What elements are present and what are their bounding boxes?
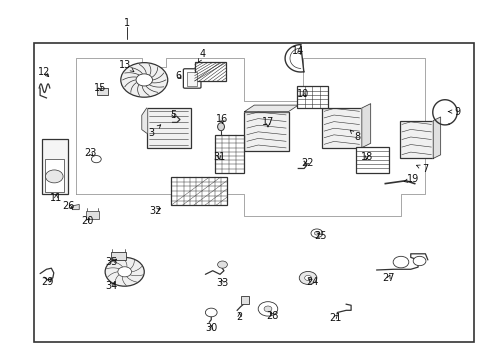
Bar: [34, 43, 473, 342]
Text: 26: 26: [62, 201, 75, 211]
Text: 9: 9: [447, 107, 459, 117]
Bar: [355, 147, 388, 173]
Bar: [97, 88, 107, 95]
Bar: [215, 135, 243, 173]
Circle shape: [310, 229, 322, 238]
Circle shape: [392, 256, 408, 268]
Text: 32: 32: [149, 206, 162, 216]
Bar: [85, 211, 99, 219]
Text: 18: 18: [360, 152, 372, 162]
Text: 5: 5: [170, 110, 176, 120]
Text: 11: 11: [50, 193, 62, 203]
Text: 16: 16: [216, 114, 228, 124]
Bar: [41, 139, 68, 194]
Text: 6: 6: [175, 71, 181, 81]
Text: 17: 17: [261, 117, 274, 127]
Text: 13: 13: [118, 60, 134, 72]
Text: 15: 15: [94, 83, 106, 93]
Polygon shape: [142, 108, 146, 133]
Text: 27: 27: [382, 273, 394, 283]
Text: 2: 2: [236, 312, 242, 322]
FancyBboxPatch shape: [183, 69, 201, 88]
Text: 7: 7: [416, 164, 427, 174]
Text: 10: 10: [296, 89, 309, 99]
Circle shape: [118, 267, 131, 277]
Text: 20: 20: [81, 216, 93, 226]
Ellipse shape: [217, 123, 224, 131]
Bar: [240, 296, 249, 304]
Circle shape: [45, 170, 63, 183]
Bar: [321, 108, 361, 148]
Text: 14: 14: [291, 46, 304, 56]
Circle shape: [412, 256, 425, 266]
Circle shape: [299, 271, 316, 284]
Circle shape: [314, 231, 319, 235]
Text: 19: 19: [403, 174, 419, 184]
Bar: [399, 121, 432, 158]
Circle shape: [217, 261, 227, 268]
Bar: [187, 72, 197, 86]
Text: 24: 24: [305, 276, 318, 287]
Bar: [244, 112, 288, 151]
Text: 33: 33: [216, 278, 228, 288]
Bar: [146, 108, 190, 148]
Text: 30: 30: [204, 323, 217, 333]
Text: 8: 8: [349, 130, 359, 142]
Circle shape: [304, 275, 311, 280]
Bar: [297, 86, 327, 108]
Text: 4: 4: [198, 49, 205, 62]
Bar: [111, 252, 126, 260]
Bar: [45, 159, 63, 192]
Text: 12: 12: [38, 67, 50, 77]
Polygon shape: [361, 104, 370, 148]
Text: 21: 21: [328, 312, 341, 323]
Text: 28: 28: [266, 311, 279, 321]
Text: 25: 25: [313, 231, 326, 241]
Circle shape: [205, 308, 217, 317]
Circle shape: [136, 74, 152, 86]
Text: 29: 29: [41, 276, 54, 287]
Bar: [171, 177, 227, 205]
Text: 35: 35: [105, 257, 118, 267]
Circle shape: [105, 257, 144, 286]
Circle shape: [91, 156, 101, 163]
Text: 22: 22: [300, 158, 313, 168]
Circle shape: [264, 306, 271, 312]
Text: 34: 34: [105, 281, 118, 291]
Text: 3: 3: [148, 125, 161, 138]
Bar: [194, 62, 226, 81]
Text: 31: 31: [212, 152, 225, 162]
Polygon shape: [244, 105, 298, 112]
Polygon shape: [72, 204, 79, 210]
Circle shape: [121, 63, 167, 97]
Polygon shape: [432, 117, 440, 158]
Text: 23: 23: [84, 148, 97, 158]
Circle shape: [258, 302, 277, 316]
Text: 1: 1: [124, 18, 130, 28]
